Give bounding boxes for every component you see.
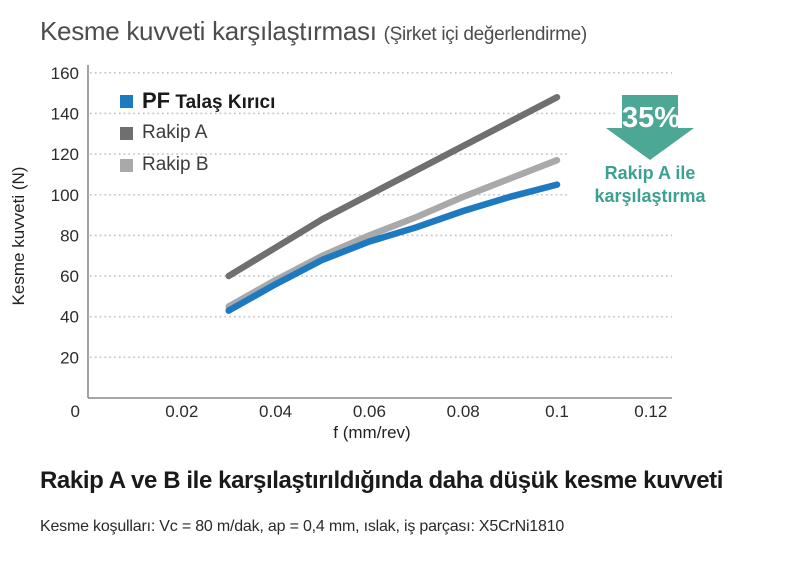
y-tick-20: 20 xyxy=(60,348,79,367)
series-lines xyxy=(225,93,561,314)
chart-canvas: 20 40 60 80 100 120 140 160 0 0.02 0.04 0.06 0.08 0.1… xyxy=(9,64,694,442)
legend-swatch-rakip-b xyxy=(120,158,133,172)
y-axis-label: Kesme kuvveti (N) xyxy=(9,167,28,306)
x-tick-0.12: 0.12 xyxy=(634,402,667,421)
legend-label-pf: PF Talaş Kırıcı xyxy=(142,88,275,114)
y-tick-40: 40 xyxy=(60,308,79,327)
series-line-pf xyxy=(225,181,561,314)
legend-item-rakip-b: Rakip B xyxy=(120,149,275,181)
annotation-caption-line2: karşılaştırma xyxy=(594,186,706,206)
x-tick-0.08: 0.08 xyxy=(447,402,480,421)
x-tick-0.02: 0.02 xyxy=(165,402,198,421)
y-tick-100: 100 xyxy=(51,186,79,205)
x-axis-label: f (mm/rev) xyxy=(333,423,410,442)
annotation-caption: Rakip A ile karşılaştırma xyxy=(540,162,760,208)
down-arrow-icon xyxy=(606,95,694,160)
x-tick-0.04: 0.04 xyxy=(259,402,292,421)
page-title-main: Kesme kuvveti karşılaştırması xyxy=(40,16,377,46)
page-title: Kesme kuvveti karşılaştırması (Şirket iç… xyxy=(40,16,587,47)
cutting-conditions-note: Kesme koşulları: Vc = 80 m/dak, ap = 0,4… xyxy=(40,518,565,535)
series-line-rakip-a xyxy=(225,93,561,280)
legend-pf-product: Talaş Kırıcı xyxy=(175,92,276,113)
legend-swatch-rakip-a xyxy=(120,126,133,140)
x-tick-0.06: 0.06 xyxy=(353,402,386,421)
x-tick-0.1: 0.1 xyxy=(545,402,569,421)
legend-label-rakip-a: Rakip A xyxy=(142,122,208,143)
legend-label-rakip-b: Rakip B xyxy=(142,154,209,175)
annotation-caption-line1: Rakip A ile xyxy=(604,163,696,183)
page-subtitle: (Şirket içi değerlendirme) xyxy=(383,24,588,45)
gridlines xyxy=(90,72,672,359)
y-tick-80: 80 xyxy=(60,226,79,245)
legend-item-pf: PF Talaş Kırıcı xyxy=(120,85,275,117)
axis-tick-labels: 20 40 60 80 100 120 140 160 0 0.02 0.04 0.06 0.08 0.1… xyxy=(51,64,668,421)
y-tick-140: 140 xyxy=(51,104,79,123)
axes xyxy=(87,65,672,399)
legend-pf-prefix: PF xyxy=(142,88,171,113)
y-tick-60: 60 xyxy=(60,267,79,286)
x-tick-0: 0 xyxy=(71,402,80,421)
conclusion-heading: Rakip A ve B ile karşılaştırıldığında da… xyxy=(40,467,724,494)
series-line-rakip-b xyxy=(225,156,561,310)
y-tick-120: 120 xyxy=(51,145,79,164)
chart-legend: PF Talaş Kırıcı Rakip A Rakip B xyxy=(120,85,275,181)
legend-item-rakip-a: Rakip A xyxy=(120,117,275,149)
y-tick-160: 160 xyxy=(51,64,79,83)
reduction-percent-badge: 35% xyxy=(622,102,680,134)
legend-swatch-pf xyxy=(120,94,133,108)
cutting-force-chart: 20 40 60 80 100 120 140 160 0 0.02 0.04 0.06 0.08 0.1… xyxy=(9,64,760,442)
